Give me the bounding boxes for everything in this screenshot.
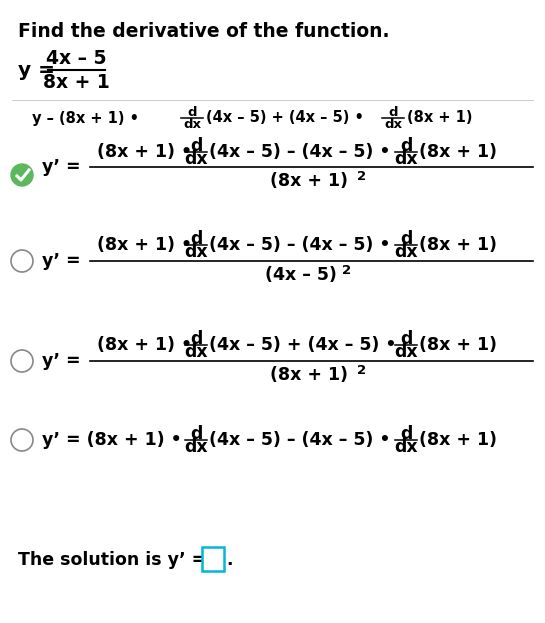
Text: dx: dx	[183, 118, 201, 131]
Text: (8x + 1): (8x + 1)	[419, 236, 497, 254]
Text: (8x + 1): (8x + 1)	[407, 110, 473, 125]
Text: 2: 2	[357, 363, 366, 376]
Text: 4x – 5: 4x – 5	[46, 49, 106, 67]
Text: 8x + 1: 8x + 1	[43, 72, 110, 92]
Text: (4x – 5): (4x – 5)	[265, 266, 337, 284]
Text: dx: dx	[184, 150, 208, 168]
Text: 2: 2	[342, 264, 351, 277]
Text: (4x – 5) – (4x – 5) •: (4x – 5) – (4x – 5) •	[209, 143, 391, 161]
Text: dx: dx	[394, 243, 418, 261]
Text: dx: dx	[384, 118, 402, 131]
Text: y =: y =	[18, 60, 55, 80]
Text: y’ = (8x + 1) •: y’ = (8x + 1) •	[42, 431, 181, 449]
Text: (8x + 1): (8x + 1)	[419, 143, 497, 161]
Circle shape	[11, 250, 33, 272]
Text: y’ =: y’ =	[42, 352, 81, 370]
Text: y’ =: y’ =	[42, 158, 81, 176]
Text: (4x – 5) – (4x – 5) •: (4x – 5) – (4x – 5) •	[209, 431, 391, 449]
Text: d: d	[388, 105, 398, 118]
Text: (8x + 1): (8x + 1)	[419, 336, 497, 354]
Text: d: d	[400, 230, 412, 248]
Text: The solution is y’ =: The solution is y’ =	[18, 551, 206, 569]
Text: dx: dx	[394, 438, 418, 456]
Text: (8x + 1): (8x + 1)	[270, 366, 348, 384]
Text: dx: dx	[394, 150, 418, 168]
Circle shape	[11, 350, 33, 372]
Text: (8x + 1) •: (8x + 1) •	[97, 336, 192, 354]
Text: (8x + 1) •: (8x + 1) •	[97, 143, 192, 161]
Text: dx: dx	[184, 343, 208, 361]
Text: d: d	[190, 425, 202, 443]
Text: d: d	[190, 230, 202, 248]
Text: 2: 2	[357, 169, 366, 183]
FancyBboxPatch shape	[202, 547, 224, 571]
Text: (8x + 1) •: (8x + 1) •	[97, 236, 192, 254]
Text: y – (8x + 1) •: y – (8x + 1) •	[32, 110, 139, 125]
Text: dx: dx	[184, 243, 208, 261]
Circle shape	[11, 429, 33, 451]
Text: (8x + 1): (8x + 1)	[270, 172, 348, 190]
Text: (4x – 5) – (4x – 5) •: (4x – 5) – (4x – 5) •	[209, 236, 391, 254]
Text: dx: dx	[184, 438, 208, 456]
Text: dx: dx	[394, 343, 418, 361]
Circle shape	[11, 164, 33, 186]
Text: Find the derivative of the function.: Find the derivative of the function.	[18, 22, 390, 41]
Text: d: d	[400, 137, 412, 155]
Text: d: d	[190, 330, 202, 348]
Text: .: .	[226, 551, 233, 569]
Text: d: d	[400, 425, 412, 443]
Text: (4x – 5) + (4x – 5) •: (4x – 5) + (4x – 5) •	[209, 336, 397, 354]
Text: (4x – 5) + (4x – 5) •: (4x – 5) + (4x – 5) •	[206, 110, 364, 125]
Text: d: d	[400, 330, 412, 348]
Text: d: d	[190, 137, 202, 155]
Text: y’ =: y’ =	[42, 252, 81, 270]
Text: d: d	[187, 105, 197, 118]
Text: (8x + 1): (8x + 1)	[419, 431, 497, 449]
